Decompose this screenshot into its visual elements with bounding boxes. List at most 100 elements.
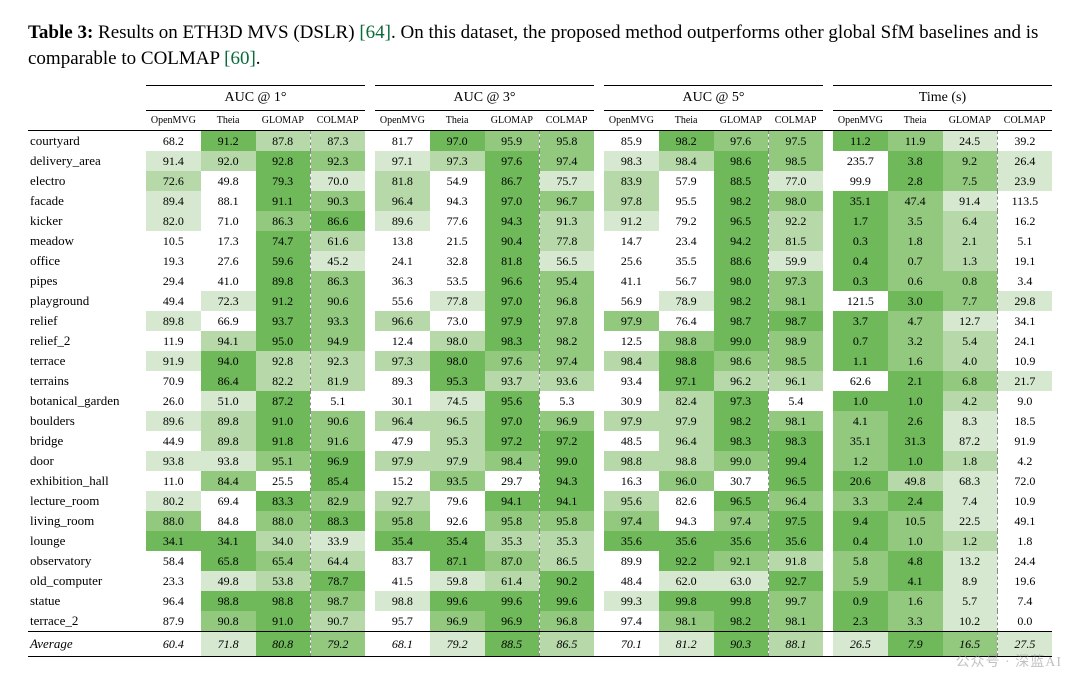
cell: 64.4: [310, 551, 365, 571]
cell: 96.5: [714, 491, 769, 511]
results-table: AUC @ 1° AUC @ 3° AUC @ 5° Time (s) Open…: [28, 85, 1052, 657]
cell: 41.1: [604, 271, 659, 291]
cell: 15.2: [375, 471, 430, 491]
cell: 71.0: [201, 211, 256, 231]
caption-text-c: .: [256, 48, 261, 69]
cell: 80.8: [256, 632, 311, 657]
cell: 96.5: [430, 411, 485, 431]
cell: 23.9: [997, 171, 1052, 191]
method-header: Theia: [659, 111, 714, 131]
cell: 91.4: [943, 191, 998, 211]
cell: 99.6: [539, 591, 594, 611]
cell: 98.6: [714, 151, 769, 171]
cell: 95.0: [256, 331, 311, 351]
cell: 0.0: [997, 611, 1052, 632]
cell: 92.1: [714, 551, 769, 571]
cell: 56.7: [659, 271, 714, 291]
cell: 10.5: [888, 511, 943, 531]
cell: 97.0: [485, 291, 540, 311]
cite-link-64[interactable]: [64]: [359, 22, 391, 43]
cell: 98.5: [768, 151, 823, 171]
cell: 47.4: [888, 191, 943, 211]
cell: 2.1: [943, 231, 998, 251]
cell: 0.4: [833, 251, 888, 271]
cell: 86.3: [310, 271, 365, 291]
cell: 96.8: [539, 611, 594, 632]
cell: 16.2: [997, 211, 1052, 231]
cell: 97.4: [539, 151, 594, 171]
method-header: COLMAP: [539, 111, 594, 131]
cell: 29.7: [485, 471, 540, 491]
cell: 41.0: [201, 271, 256, 291]
cell: 34.1: [146, 531, 201, 551]
group-header: Time (s): [833, 86, 1052, 111]
cell: 92.0: [201, 151, 256, 171]
cell: 97.6: [485, 151, 540, 171]
cell: 30.1: [375, 391, 430, 411]
cite-link-60[interactable]: [60]: [224, 48, 256, 69]
cell: 87.1: [430, 551, 485, 571]
row-label: terrace: [28, 351, 146, 371]
cell: 113.5: [997, 191, 1052, 211]
cell: 94.3: [539, 471, 594, 491]
row-label: door: [28, 451, 146, 471]
group-header: AUC @ 1°: [146, 86, 365, 111]
cell: 86.5: [539, 551, 594, 571]
cell: 96.4: [375, 191, 430, 211]
row-label: exhibition_hall: [28, 471, 146, 491]
cell: 97.1: [659, 371, 714, 391]
cell: 96.4: [146, 591, 201, 611]
cell: 35.4: [430, 531, 485, 551]
cell: 23.3: [146, 571, 201, 591]
cell: 97.4: [714, 511, 769, 531]
cell: 93.6: [539, 371, 594, 391]
cell: 90.6: [310, 291, 365, 311]
cell: 96.4: [375, 411, 430, 431]
cell: 1.3: [943, 251, 998, 271]
cell: 97.3: [768, 271, 823, 291]
cell: 63.0: [714, 571, 769, 591]
cell: 94.3: [659, 511, 714, 531]
cell: 97.6: [485, 351, 540, 371]
cell: 55.6: [375, 291, 430, 311]
cell: 68.1: [375, 632, 430, 657]
cell: 91.6: [310, 431, 365, 451]
cell: 235.7: [833, 151, 888, 171]
cell: 7.4: [997, 591, 1052, 611]
cell: 96.9: [539, 411, 594, 431]
cell: 95.6: [485, 391, 540, 411]
cell: 98.8: [659, 451, 714, 471]
cell: 91.2: [256, 291, 311, 311]
cell: 0.3: [833, 231, 888, 251]
row-label: delivery_area: [28, 151, 146, 171]
cell: 24.5: [943, 131, 998, 152]
cell: 5.3: [539, 391, 594, 411]
cell: 26.5: [833, 632, 888, 657]
cell: 7.9: [888, 632, 943, 657]
cell: 70.1: [604, 632, 659, 657]
cell: 47.9: [375, 431, 430, 451]
cell: 94.3: [430, 191, 485, 211]
cell: 98.4: [485, 451, 540, 471]
cell: 62.6: [833, 371, 888, 391]
cell: 65.4: [256, 551, 311, 571]
cell: 1.8: [943, 451, 998, 471]
cell: 96.0: [659, 471, 714, 491]
cell: 4.7: [888, 311, 943, 331]
cell: 97.3: [714, 391, 769, 411]
cell: 3.5: [888, 211, 943, 231]
cell: 96.9: [430, 611, 485, 632]
cell: 92.2: [768, 211, 823, 231]
cell: 0.3: [833, 271, 888, 291]
caption-label: Table 3:: [28, 22, 93, 43]
row-label: electro: [28, 171, 146, 191]
cell: 60.4: [146, 632, 201, 657]
cell: 2.4: [888, 491, 943, 511]
cell: 98.2: [714, 191, 769, 211]
cell: 88.1: [768, 632, 823, 657]
method-header: Theia: [430, 111, 485, 131]
cell: 88.0: [256, 511, 311, 531]
cell: 5.7: [943, 591, 998, 611]
cell: 87.8: [256, 131, 311, 152]
cell: 8.9: [943, 571, 998, 591]
